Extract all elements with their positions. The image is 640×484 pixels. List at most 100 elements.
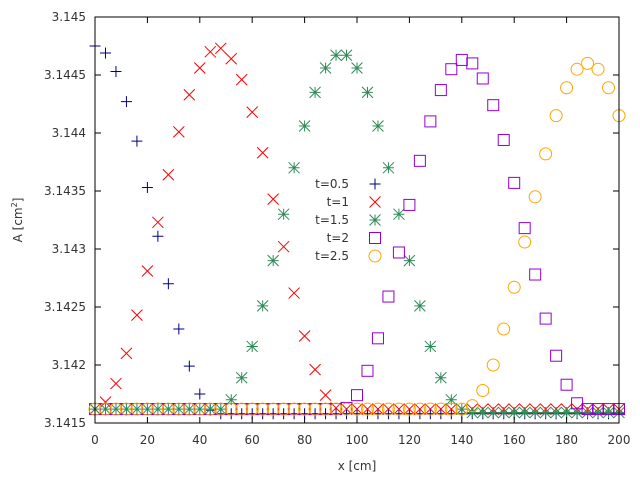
data-point xyxy=(162,168,175,181)
data-point xyxy=(152,403,164,415)
legend-marker-icon xyxy=(368,249,382,263)
data-point xyxy=(110,403,122,415)
data-point xyxy=(340,402,354,416)
data-point xyxy=(131,135,143,147)
data-point xyxy=(403,254,416,267)
data-point xyxy=(110,377,122,390)
y-tick-label: 3.143 xyxy=(52,242,86,256)
data-point xyxy=(423,402,437,416)
data-point xyxy=(602,406,615,419)
series-t=1 xyxy=(89,42,625,415)
y-tick-label: 3.144 xyxy=(52,126,86,140)
x-tick-label: 40 xyxy=(192,433,207,447)
legend-label: t=0.5 xyxy=(315,177,349,191)
data-point xyxy=(203,402,217,416)
data-point xyxy=(152,230,164,242)
data-point xyxy=(288,287,300,299)
data-point xyxy=(193,402,207,416)
legend: t=0.5 t=1 t=1.5 t=2 t=2.5 xyxy=(315,177,382,263)
y-tick-label: 3.142 xyxy=(52,358,86,372)
data-point xyxy=(256,402,270,416)
data-point xyxy=(382,161,395,174)
legend-label: t=2.5 xyxy=(315,249,349,263)
data-point xyxy=(183,360,195,372)
data-point xyxy=(487,406,500,419)
x-tick-label: 60 xyxy=(245,433,260,447)
data-point xyxy=(141,403,154,415)
data-point xyxy=(319,402,333,416)
y-tick-label: 3.145 xyxy=(52,10,86,24)
data-point xyxy=(466,57,479,70)
data-point xyxy=(120,347,133,360)
data-point xyxy=(414,403,426,415)
data-point xyxy=(162,278,174,290)
data-point xyxy=(381,402,395,416)
data-point xyxy=(497,406,510,419)
data-point xyxy=(351,389,363,402)
data-point xyxy=(245,402,259,416)
data-point xyxy=(550,349,563,362)
data-point xyxy=(508,406,521,419)
x-tick-label: 140 xyxy=(450,433,473,447)
series-t=2.5 xyxy=(88,56,626,416)
data-point xyxy=(256,299,269,312)
data-point xyxy=(539,312,552,325)
data-point xyxy=(393,208,405,221)
data-point xyxy=(581,403,594,416)
data-point xyxy=(182,402,196,416)
data-point xyxy=(371,332,384,345)
data-point xyxy=(193,62,206,74)
data-point xyxy=(298,402,312,416)
data-point xyxy=(309,363,321,376)
data-point xyxy=(330,49,342,62)
data-point xyxy=(529,268,542,281)
data-point xyxy=(246,340,259,353)
data-point xyxy=(392,402,406,416)
data-point xyxy=(214,42,227,55)
data-point xyxy=(445,403,458,415)
x-tick-label: 100 xyxy=(346,433,369,447)
data-point xyxy=(392,246,405,259)
data-point xyxy=(403,198,416,211)
data-point xyxy=(99,47,111,59)
data-point xyxy=(518,406,531,419)
data-point xyxy=(382,290,395,303)
data-point xyxy=(287,402,301,416)
data-point xyxy=(403,403,416,415)
data-point xyxy=(476,384,490,398)
x-tick-label: 20 xyxy=(140,433,155,447)
data-point xyxy=(445,393,458,406)
data-point xyxy=(173,323,185,335)
data-point xyxy=(361,86,374,99)
data-point xyxy=(151,402,165,416)
data-point xyxy=(361,364,374,377)
data-point xyxy=(98,402,112,416)
y-tick-label: 3.1435 xyxy=(44,184,86,198)
data-point xyxy=(361,403,374,415)
data-point xyxy=(413,402,427,416)
data-point xyxy=(277,240,290,253)
x-tick-label: 200 xyxy=(608,433,631,447)
data-point xyxy=(340,403,353,415)
data-point xyxy=(235,402,249,416)
data-point xyxy=(183,88,196,101)
data-point xyxy=(507,280,521,294)
data-point xyxy=(434,403,447,415)
data-point xyxy=(571,406,583,419)
data-point xyxy=(131,309,143,321)
data-point xyxy=(372,120,384,132)
data-point xyxy=(109,402,123,416)
data-point xyxy=(172,402,186,416)
data-point xyxy=(193,403,206,415)
data-point xyxy=(486,358,500,372)
data-point xyxy=(393,403,405,415)
data-point xyxy=(120,403,133,415)
data-point xyxy=(550,406,562,419)
data-point xyxy=(110,66,122,78)
legend-marker-icon xyxy=(369,214,381,226)
data-point xyxy=(119,402,133,416)
data-point xyxy=(214,403,227,415)
data-point xyxy=(152,216,164,229)
data-point xyxy=(224,402,238,416)
